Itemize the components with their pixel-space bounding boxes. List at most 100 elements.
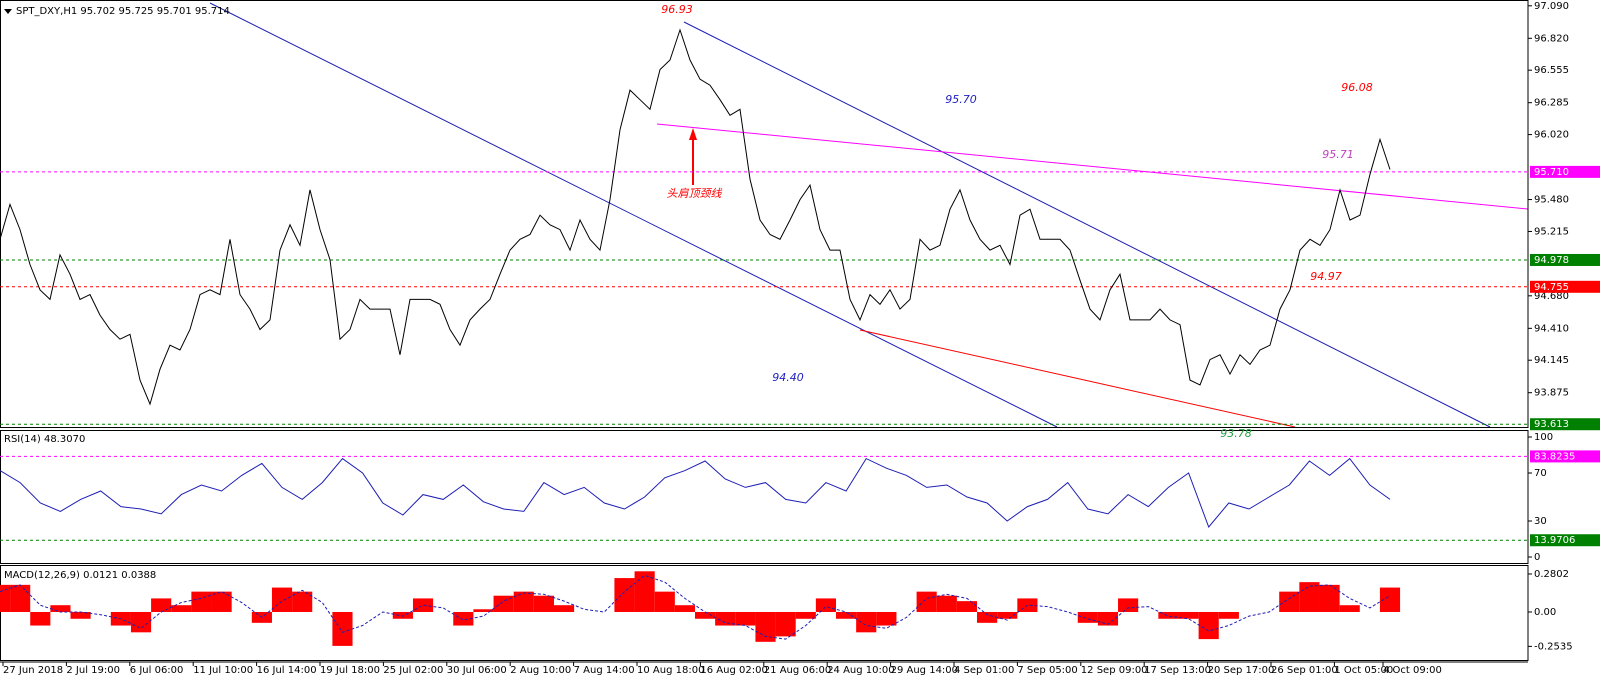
macd-bar xyxy=(392,611,413,619)
x-tick-label: 10 Aug 18:00 xyxy=(637,665,704,676)
macd-bar xyxy=(1118,598,1139,612)
y-tick-label: 96.820 xyxy=(1534,33,1569,44)
y-tick-label: 0.00 xyxy=(1534,607,1556,618)
x-tick-label: 27 Jun 2018 xyxy=(3,665,63,676)
x-tick-label: 30 Jul 06:00 xyxy=(447,665,507,676)
macd-bar xyxy=(130,611,152,633)
y-tick-label: 70 xyxy=(1534,468,1547,479)
level-box xyxy=(1530,253,1600,266)
annotation: 96.08 xyxy=(1341,81,1373,94)
y-tick-label: 96.020 xyxy=(1534,130,1569,141)
level-label: 93.613 xyxy=(1534,419,1569,430)
macd-bar xyxy=(715,611,736,626)
x-tick-label: 1 Oct 05:00 xyxy=(1334,665,1393,676)
y-tick-label: 0 xyxy=(1534,552,1540,563)
y-tick-label: 94.680 xyxy=(1534,291,1569,302)
level-label: 94.755 xyxy=(1534,282,1569,293)
macd-bar xyxy=(1097,611,1119,626)
macd-bar xyxy=(271,587,293,612)
annotation: 96.93 xyxy=(661,3,693,16)
macd-bar xyxy=(553,605,575,612)
y-tick-label: 100 xyxy=(1534,432,1553,443)
macd-bar xyxy=(997,611,1018,619)
macd-bar xyxy=(977,611,998,623)
x-tick-label: 4 Oct 09:00 xyxy=(1383,665,1442,676)
x-tick-label: 26 Sep 01:00 xyxy=(1271,665,1338,676)
y-tick-label: 94.145 xyxy=(1534,355,1569,366)
y-tick-label: 93.875 xyxy=(1534,388,1569,399)
macd-bar xyxy=(50,605,71,612)
x-tick-label: 24 Aug 10:00 xyxy=(827,665,894,676)
trendlines xyxy=(209,2,1529,428)
macd-bar xyxy=(1218,611,1239,619)
macd-bar xyxy=(1279,591,1300,612)
neckline xyxy=(656,123,1529,210)
macd-bar xyxy=(674,605,695,612)
y-tick-label: 0.2802 xyxy=(1534,569,1569,580)
x-tick-label: 6 Jul 06:00 xyxy=(130,665,184,676)
level-label: 94.978 xyxy=(1534,255,1569,266)
macd-bar xyxy=(191,591,212,612)
macd-bar xyxy=(211,591,232,612)
macd-bar xyxy=(815,598,837,612)
x-tick-label: 4 Sep 01:00 xyxy=(954,665,1014,676)
y-tick-label: 96.285 xyxy=(1534,98,1569,109)
macd-bar xyxy=(412,598,434,612)
macd-bar xyxy=(1379,587,1401,612)
x-tick-label: 16 Aug 02:00 xyxy=(700,665,767,676)
macd-bar xyxy=(1339,605,1360,612)
y-tick-label: 96.555 xyxy=(1534,65,1569,76)
macd-bar xyxy=(634,571,655,612)
macd-bar xyxy=(513,591,534,612)
macd-bar xyxy=(292,591,313,612)
macd-bar xyxy=(836,611,857,619)
price-line xyxy=(0,28,1391,406)
level-label: 95.710 xyxy=(1534,167,1569,178)
macd-bar xyxy=(856,611,877,633)
trendline xyxy=(209,2,1058,428)
level-label: 13.9706 xyxy=(1534,535,1575,546)
macd-bar xyxy=(916,591,937,612)
macd-bar xyxy=(654,591,675,612)
x-tick-label: 2 Aug 10:00 xyxy=(510,665,571,676)
y-tick-label: 94.410 xyxy=(1534,323,1569,334)
x-tick-label: 7 Sep 05:00 xyxy=(1017,665,1077,676)
macd-bar xyxy=(332,611,353,646)
trendline xyxy=(859,329,1296,428)
chart-title: SPT_DXY,H1 95.702 95.725 95.701 95.714 xyxy=(16,6,230,17)
macd-bar xyxy=(795,611,816,619)
macd-bar xyxy=(70,611,91,619)
level-label: 83.8235 xyxy=(1534,451,1575,462)
macd-bar xyxy=(1198,611,1219,640)
x-tick-label: 11 Jul 10:00 xyxy=(193,665,253,676)
macd-bar xyxy=(936,595,957,612)
x-tick-label: 17 Sep 13:00 xyxy=(1144,665,1211,676)
macd-bar xyxy=(473,609,494,612)
macd-bar xyxy=(1319,584,1340,612)
y-tick-label: 95.215 xyxy=(1534,226,1569,237)
x-tick-label: 19 Jul 18:00 xyxy=(320,665,380,676)
macd-bar xyxy=(10,584,31,612)
x-tick-label: 20 Sep 17:00 xyxy=(1208,665,1275,676)
x-tick-label: 7 Aug 14:00 xyxy=(574,665,635,676)
signal-line xyxy=(0,574,1391,640)
macd-bar xyxy=(151,598,172,612)
panel-frame xyxy=(0,0,1529,428)
annotation: 94.40 xyxy=(772,371,804,384)
macd-bar xyxy=(171,605,192,612)
x-tick-label: 2 Jul 19:00 xyxy=(66,665,120,676)
macd-bar xyxy=(876,611,897,626)
macd-title: MACD(12,26,9) 0.0121 0.0388 xyxy=(4,570,156,581)
macd-bar xyxy=(956,601,978,612)
macd-bar xyxy=(1158,611,1179,619)
macd-bar xyxy=(1178,611,1199,619)
annotation: 95.70 xyxy=(945,93,977,106)
macd-bar xyxy=(695,611,716,619)
macd-bar xyxy=(493,595,514,612)
macd-bar xyxy=(1299,582,1320,612)
macd-bar xyxy=(0,584,11,612)
panel-frame xyxy=(0,565,1529,661)
rsi-title: RSI(14) 48.3070 xyxy=(4,434,85,445)
macd-bar xyxy=(1077,611,1098,623)
